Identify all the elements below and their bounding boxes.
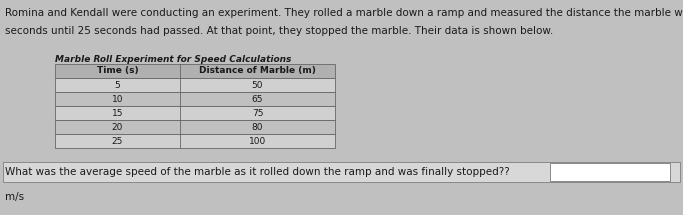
Text: 15: 15 — [112, 109, 123, 118]
FancyBboxPatch shape — [55, 120, 335, 134]
Text: 80: 80 — [252, 123, 263, 132]
FancyBboxPatch shape — [3, 162, 680, 182]
Text: Distance of Marble (m): Distance of Marble (m) — [199, 66, 316, 75]
FancyBboxPatch shape — [55, 134, 335, 148]
Text: seconds until 25 seconds had passed. At that point, they stopped the marble. The: seconds until 25 seconds had passed. At … — [5, 26, 553, 36]
Text: 10: 10 — [112, 95, 123, 103]
FancyBboxPatch shape — [550, 163, 670, 181]
FancyBboxPatch shape — [55, 92, 335, 106]
Text: Time (s): Time (s) — [97, 66, 139, 75]
FancyBboxPatch shape — [55, 78, 335, 92]
Text: 25: 25 — [112, 137, 123, 146]
Text: 4: 4 — [554, 167, 561, 177]
Text: What was the average speed of the marble as it rolled down the ramp and was fina: What was the average speed of the marble… — [5, 167, 510, 177]
FancyBboxPatch shape — [55, 64, 335, 78]
Text: Marble Roll Experiment for Speed Calculations: Marble Roll Experiment for Speed Calcula… — [55, 55, 292, 64]
Text: Romina and Kendall were conducting an experiment. They rolled a marble down a ra: Romina and Kendall were conducting an ex… — [5, 8, 683, 18]
FancyBboxPatch shape — [55, 106, 335, 120]
Text: 65: 65 — [252, 95, 263, 103]
Text: 20: 20 — [112, 123, 123, 132]
Text: 5: 5 — [115, 80, 120, 89]
Text: 50: 50 — [252, 80, 263, 89]
Text: 100: 100 — [249, 137, 266, 146]
Text: 75: 75 — [252, 109, 263, 118]
Text: m/s: m/s — [5, 192, 24, 202]
